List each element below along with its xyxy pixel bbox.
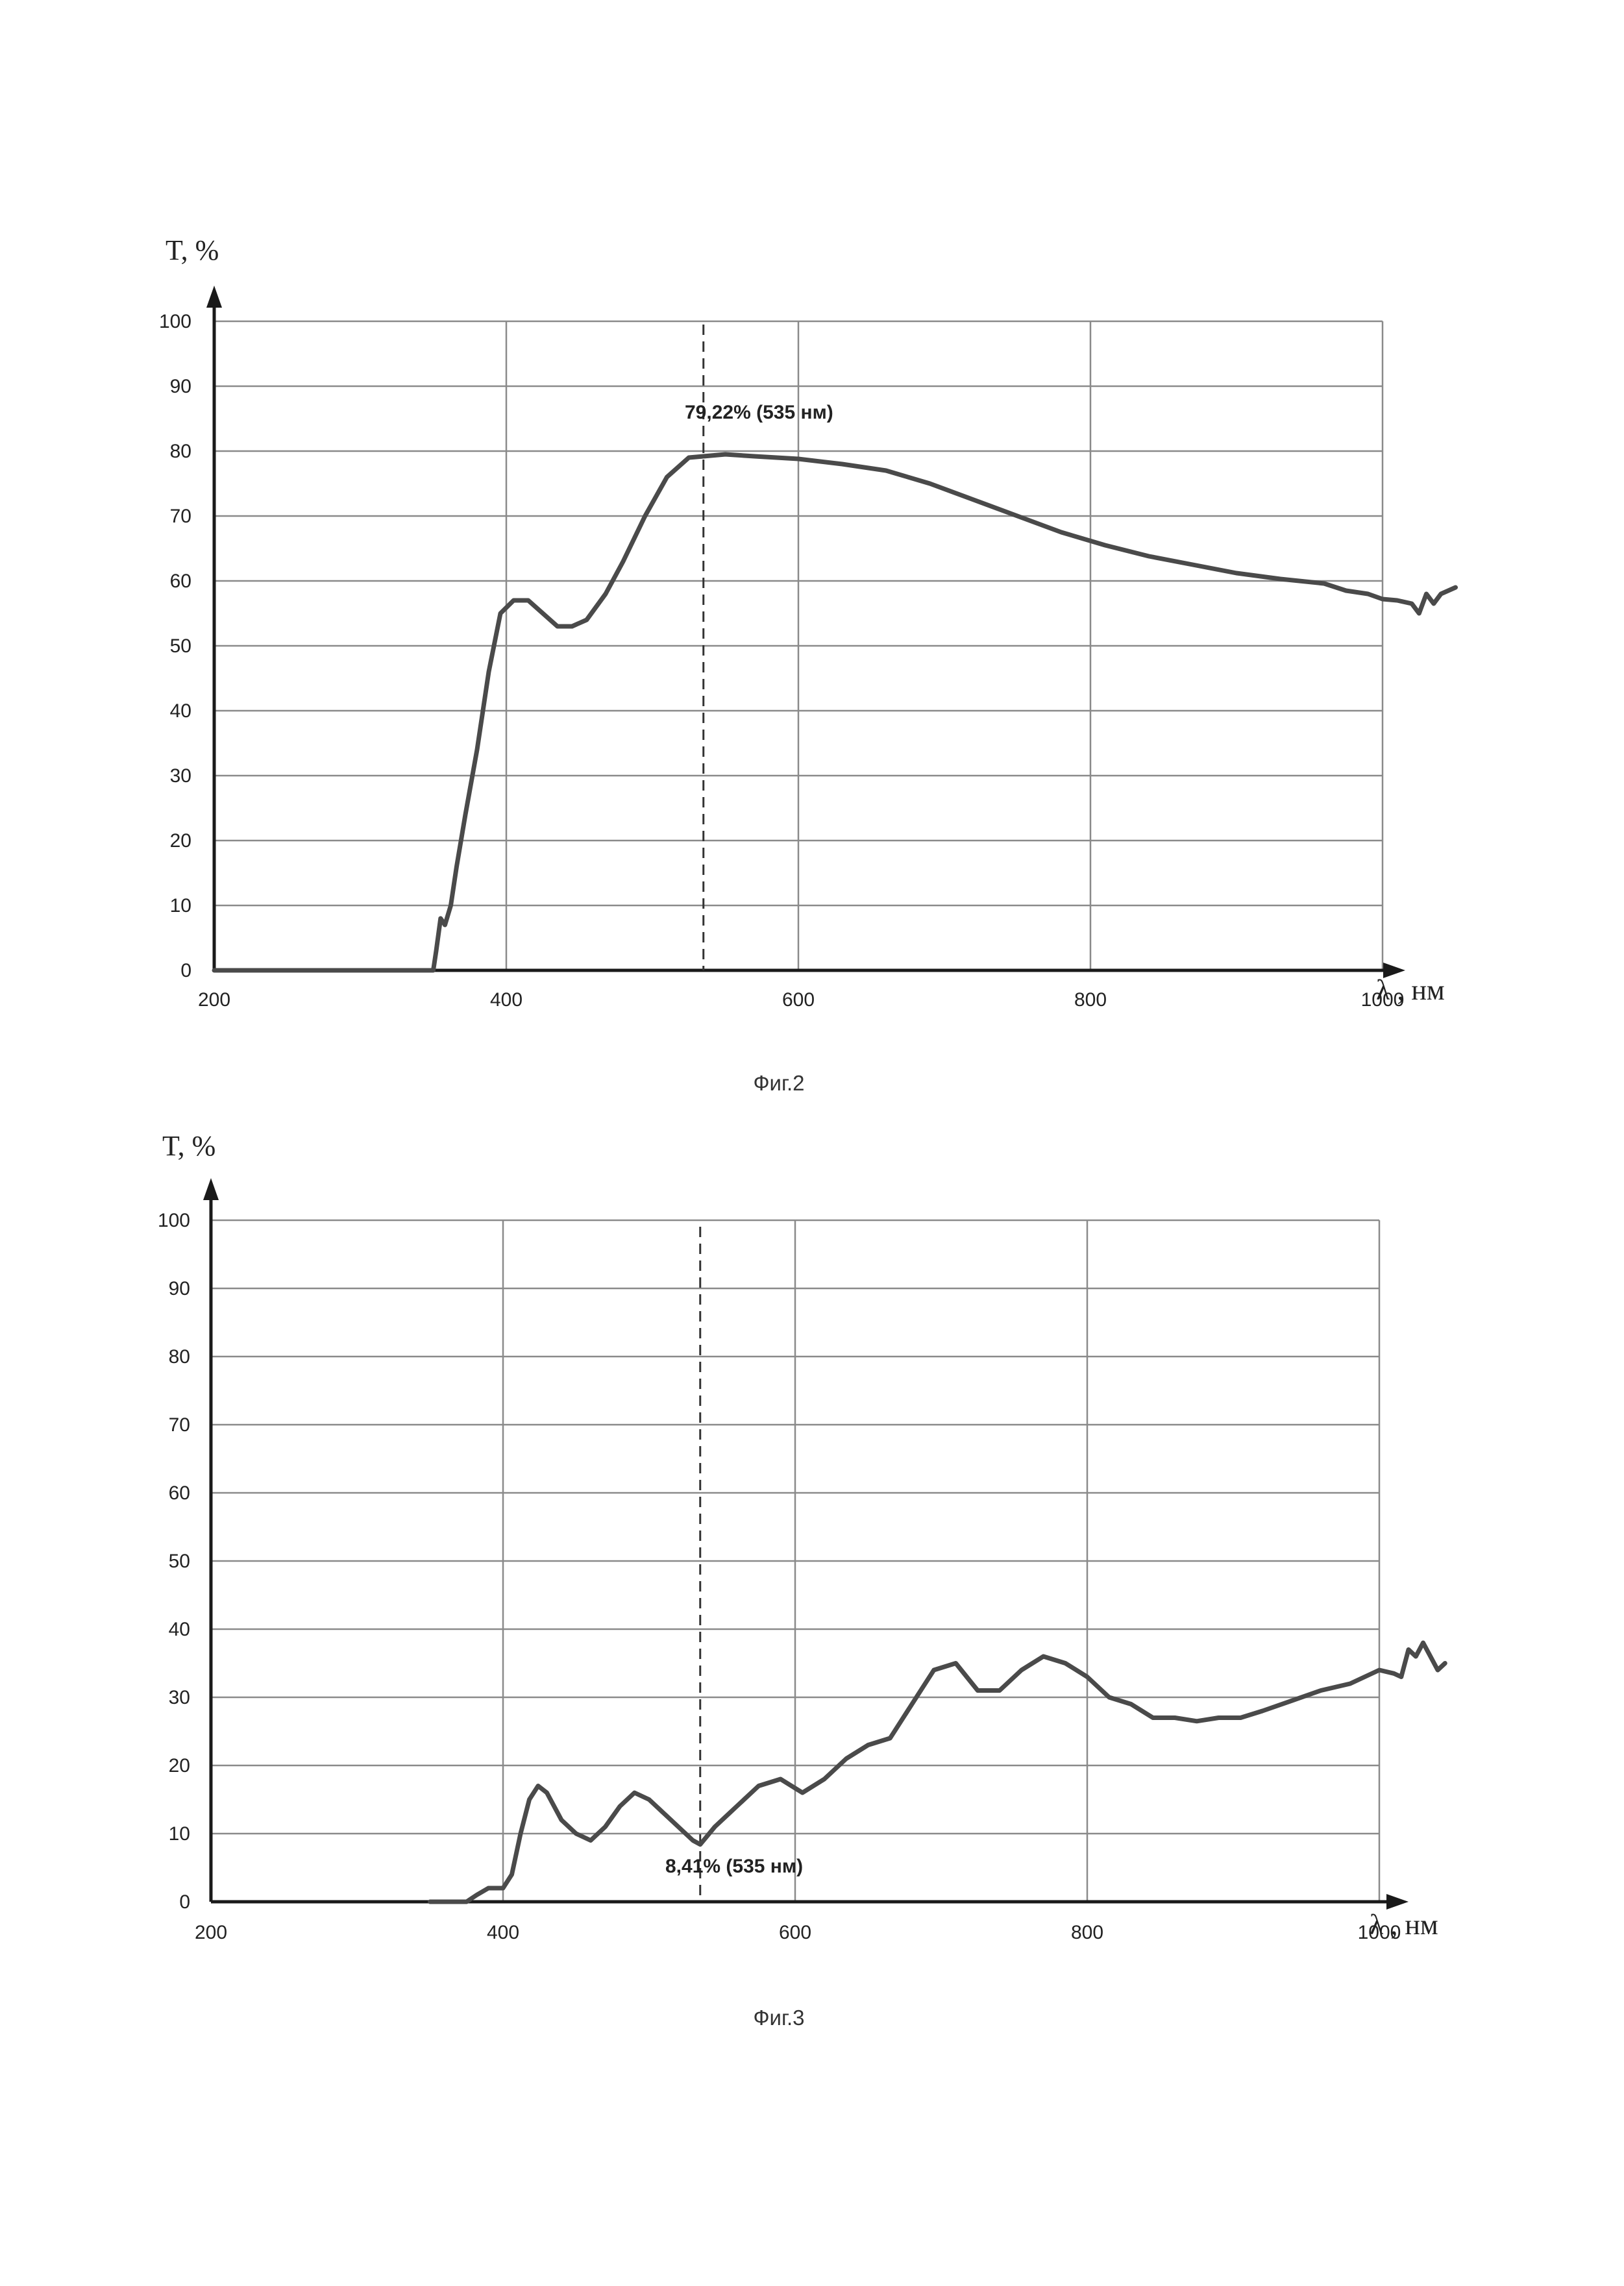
y-tick-label: 30 (170, 765, 191, 787)
y-tick-label: 0 (180, 960, 191, 981)
y-tick-label: 90 (169, 1278, 190, 1299)
transmission-curve (430, 1643, 1446, 1902)
y-tick-label: 0 (179, 1891, 190, 1913)
y-tick-label: 70 (170, 506, 191, 527)
x-tick-label: 800 (1071, 1922, 1103, 1943)
y-tick-label: 50 (170, 635, 191, 657)
figure-caption: Фиг.3 (753, 2006, 804, 2030)
x-axis-label: λ , нм (1370, 1909, 1438, 1941)
y-axis-label: T, % (162, 1130, 215, 1162)
y-tick-label: 100 (158, 1210, 190, 1231)
figure-caption: Фиг.2 (753, 1071, 804, 1095)
y-axis-arrow-icon (203, 1178, 219, 1200)
x-tick-label: 200 (198, 989, 230, 1011)
y-axis-label: T, % (166, 234, 219, 266)
transmission-chart-fig2: 01020304050607080901002004006008001000T,… (0, 195, 1624, 1058)
y-tick-label: 20 (170, 830, 191, 852)
x-tick-label: 600 (782, 989, 815, 1011)
x-tick-label: 400 (490, 989, 523, 1011)
y-tick-label: 80 (170, 441, 191, 462)
y-tick-label: 50 (169, 1551, 190, 1572)
y-tick-label: 90 (170, 376, 191, 397)
y-axis-arrow-icon (206, 286, 222, 308)
y-tick-label: 80 (169, 1346, 190, 1368)
y-tick-label: 30 (169, 1687, 190, 1708)
y-tick-label: 10 (169, 1823, 190, 1845)
y-tick-label: 40 (170, 700, 191, 722)
x-axis-label: λ , нм (1376, 974, 1445, 1006)
x-tick-label: 400 (487, 1922, 519, 1943)
transmission-chart-fig3: 01020304050607080901002004006008001000T,… (0, 1097, 1624, 2045)
y-tick-label: 70 (169, 1414, 190, 1436)
y-tick-label: 20 (169, 1755, 190, 1776)
x-axis-arrow-icon (1386, 1894, 1409, 1910)
transmission-curve (214, 454, 1456, 970)
x-tick-label: 800 (1074, 989, 1107, 1011)
peak-annotation: 79,22% (535 нм) (685, 402, 833, 423)
y-tick-label: 100 (159, 311, 191, 332)
y-tick-label: 60 (170, 571, 191, 592)
x-tick-label: 600 (779, 1922, 811, 1943)
y-tick-label: 10 (170, 895, 191, 916)
y-tick-label: 40 (169, 1619, 190, 1640)
y-tick-label: 60 (169, 1482, 190, 1504)
x-tick-label: 200 (195, 1922, 227, 1943)
peak-annotation: 8,41% (535 нм) (665, 1856, 803, 1877)
